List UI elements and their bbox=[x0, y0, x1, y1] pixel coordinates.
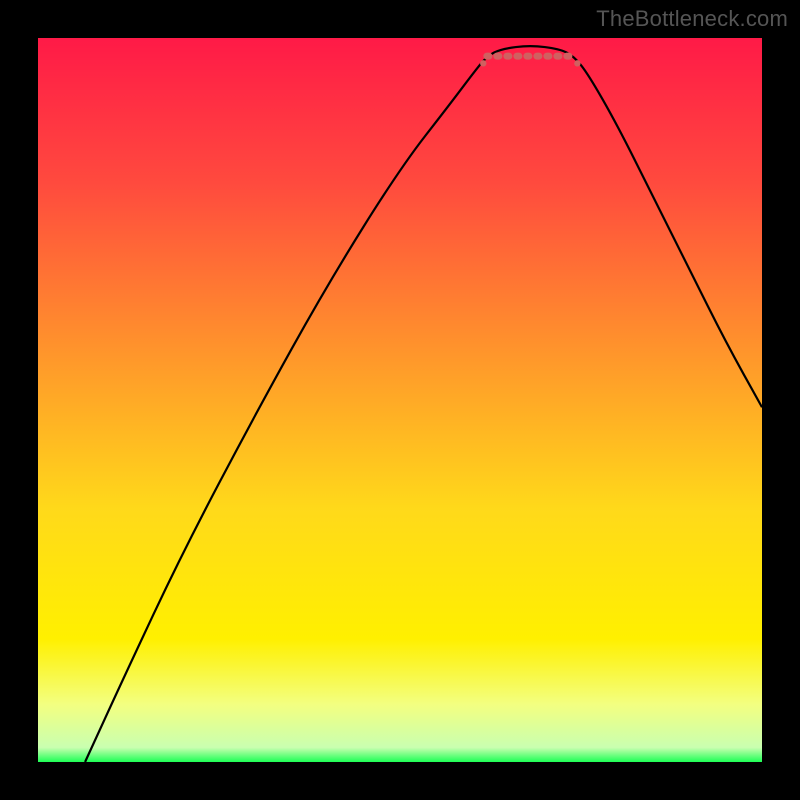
bottleneck-curve bbox=[85, 46, 762, 762]
flat-region-dot-right bbox=[574, 60, 580, 66]
watermark-text: TheBottleneck.com bbox=[596, 6, 788, 32]
plot-area bbox=[38, 38, 762, 762]
flat-region-dot-left bbox=[480, 60, 486, 66]
bottleneck-curve-svg bbox=[38, 38, 762, 762]
